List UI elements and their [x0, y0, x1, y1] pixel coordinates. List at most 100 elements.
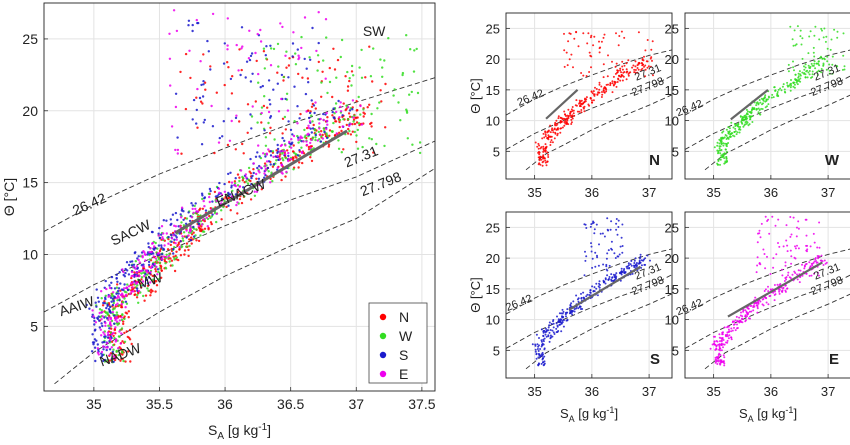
- profile-point: [309, 146, 312, 150]
- profile-point: [281, 25, 284, 29]
- profile-point: [172, 9, 176, 12]
- profile-point: [717, 152, 719, 155]
- profile-point: [147, 263, 151, 267]
- profile-point: [176, 148, 180, 152]
- profile-point: [125, 261, 129, 264]
- profile-point: [623, 36, 626, 39]
- profile-point: [143, 299, 146, 302]
- profile-point: [143, 275, 146, 278]
- profile-point: [728, 334, 731, 337]
- profile-point: [185, 236, 188, 239]
- y-tick-label: 25: [486, 220, 500, 235]
- profile-point: [792, 44, 795, 47]
- profile-point: [91, 341, 95, 344]
- profile-point: [160, 253, 164, 256]
- profile-point: [92, 315, 95, 318]
- profile-point: [777, 242, 779, 244]
- profile-point: [298, 161, 301, 164]
- profile-point: [762, 99, 765, 102]
- profile-point: [294, 155, 297, 158]
- profile-point: [264, 144, 268, 147]
- profile-point: [633, 262, 636, 264]
- profile-point: [185, 217, 189, 220]
- profile-point: [123, 317, 126, 321]
- profile-point: [540, 328, 543, 331]
- profile-point: [363, 112, 366, 116]
- profile-point: [571, 114, 574, 117]
- profile-point: [170, 237, 174, 240]
- profile-point: [254, 155, 258, 158]
- profile-point: [297, 138, 300, 142]
- profile-point: [170, 240, 173, 243]
- y-tick-label: 5: [672, 144, 679, 159]
- profile-point: [380, 100, 383, 103]
- profile-point: [591, 266, 594, 269]
- profile-point: [782, 287, 784, 290]
- profile-point: [345, 104, 348, 107]
- profile-point: [113, 314, 116, 317]
- profile-point: [619, 69, 622, 72]
- profile-point: [544, 143, 547, 146]
- profile-point: [731, 329, 734, 332]
- profile-point: [715, 347, 718, 350]
- profile-point: [780, 89, 783, 92]
- profile-point: [725, 145, 728, 148]
- profile-point: [202, 121, 205, 124]
- profile-point: [745, 120, 748, 123]
- profile-point: [317, 60, 320, 64]
- profile-point: [121, 268, 124, 271]
- profile-point: [560, 330, 563, 333]
- profile-point: [168, 32, 171, 35]
- profile-point: [548, 340, 551, 343]
- profile-point: [540, 146, 543, 149]
- profile-point: [286, 149, 289, 152]
- profile-point: [620, 273, 623, 276]
- profile-point: [223, 83, 226, 87]
- profile-point: [570, 121, 573, 124]
- profile-point: [157, 232, 160, 235]
- profile-point: [593, 35, 596, 38]
- profile-point: [584, 259, 587, 262]
- profile-point: [552, 322, 555, 325]
- profile-point: [405, 108, 408, 111]
- profile-point: [210, 104, 213, 108]
- profile-point: [341, 114, 344, 117]
- profile-point: [799, 73, 802, 76]
- profile-point: [170, 125, 174, 128]
- profile-point: [585, 255, 588, 258]
- profile-point: [561, 120, 563, 123]
- profile-point: [771, 215, 774, 218]
- profile-point: [804, 73, 807, 76]
- profile-point: [759, 113, 762, 116]
- profile-point: [738, 131, 741, 134]
- profile-point: [604, 277, 607, 280]
- profile-point: [793, 270, 796, 273]
- profile-point: [333, 68, 337, 71]
- profile-point: [538, 363, 540, 366]
- profile-point: [643, 55, 645, 58]
- x-tick-label: 35.5: [146, 396, 173, 412]
- profile-point: [260, 106, 264, 109]
- profile-point: [816, 271, 819, 274]
- profile-point: [789, 89, 792, 92]
- reference-line: [730, 88, 769, 121]
- profile-point: [230, 92, 234, 95]
- profile-point: [152, 255, 155, 258]
- profile-point: [746, 315, 748, 318]
- profile-point: [797, 269, 800, 272]
- profile-point: [620, 267, 623, 270]
- profile-point: [204, 209, 208, 212]
- profile-point: [269, 44, 272, 47]
- profile-point: [158, 254, 161, 257]
- profile-point: [725, 138, 728, 140]
- profile-point: [173, 238, 176, 241]
- profile-point: [537, 142, 540, 145]
- profile-point: [796, 25, 799, 28]
- isopycnal-line: [506, 49, 672, 116]
- profile-point: [208, 187, 212, 191]
- profile-point: [539, 155, 542, 158]
- profile-point: [118, 299, 121, 302]
- profile-point: [106, 331, 110, 334]
- profile-point: [276, 42, 280, 46]
